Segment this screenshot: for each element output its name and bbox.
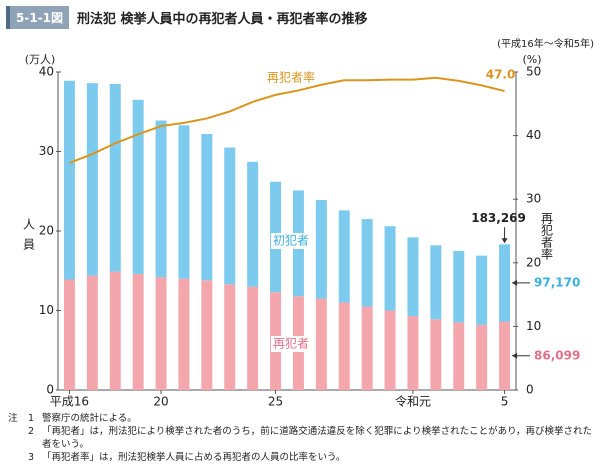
- y2-axis-label: 再犯者率: [540, 212, 554, 260]
- y2-tick-label: 20: [526, 255, 541, 269]
- chart-title: 刑法犯 検挙人員中の再犯者人員・再犯者率の推移: [77, 11, 368, 27]
- label-bg: [271, 233, 311, 249]
- note-nl: [8, 451, 28, 464]
- bar: [476, 324, 488, 390]
- y2-unit: (%): [522, 53, 541, 66]
- value-label: 86,099: [534, 348, 580, 362]
- note-nl: [8, 425, 28, 451]
- bar: [338, 210, 350, 303]
- y-tick-label: 40: [39, 65, 54, 79]
- figure-number: 5-1-1図: [6, 5, 70, 29]
- x-tick-label: 平成16: [50, 395, 89, 409]
- bar: [476, 255, 488, 325]
- x-tick-label: 25: [268, 395, 283, 409]
- note: 注 1 警察庁の統計による。: [8, 412, 594, 425]
- bar: [430, 245, 442, 320]
- bar: [361, 306, 373, 390]
- header: 5-1-1図 刑法犯 検挙人員中の再犯者人員・再犯者率の推移: [6, 5, 594, 29]
- bar: [155, 120, 167, 278]
- bar: [178, 125, 190, 279]
- bar: [407, 316, 419, 390]
- note-nt: 「再犯者率」は，刑法犯検挙人員に占める再犯者の人員の比率をいう。: [42, 452, 346, 463]
- bar: [247, 161, 259, 287]
- note-nn: 3: [28, 452, 35, 463]
- bar: [224, 147, 236, 285]
- arrow-head: [512, 279, 518, 286]
- note: 2 「再犯者」は，刑法犯により検挙された者のうち，前に道路交通法違反を除く犯罪によ…: [8, 425, 594, 451]
- bar: [384, 310, 396, 390]
- bar: [453, 250, 465, 323]
- note-nn: 2: [28, 426, 35, 437]
- bar: [86, 275, 98, 390]
- y-axis-label: 人員: [22, 218, 36, 258]
- rate-line: [69, 76, 505, 164]
- y-unit: (万人): [25, 53, 56, 66]
- y2-tick-label: 40: [526, 128, 541, 142]
- bar: [224, 284, 236, 390]
- y-tick-label: 30: [39, 144, 54, 158]
- chart: (平成16年～令和5年) (万人) (%) 人員 再犯者率 0 10 20 30 40 0 10 20 3…: [22, 37, 595, 409]
- bar: [178, 278, 190, 390]
- x-tick-label: 5: [501, 395, 509, 409]
- total-label: 183,269: [471, 211, 526, 225]
- y2-tick-label: 0: [526, 383, 534, 397]
- y2-tick-label: 10: [526, 319, 541, 333]
- bar: [109, 83, 121, 272]
- value-label: 47.0: [486, 68, 516, 82]
- value-label: 97,170: [534, 275, 580, 289]
- bar: [384, 226, 396, 311]
- bar: [338, 302, 350, 390]
- bar: [132, 273, 144, 390]
- arrow-head: [512, 352, 518, 359]
- bar: [132, 99, 144, 274]
- note-nn: 1: [28, 413, 35, 424]
- y2-tick-label: 30: [526, 192, 541, 206]
- x-tick-label: 20: [153, 395, 168, 409]
- y-tick-label: 20: [39, 224, 54, 238]
- bar: [155, 277, 167, 390]
- note: 3 「再犯者率」は，刑法犯検挙人員に占める再犯者の人員の比率をいう。: [8, 451, 594, 464]
- arrow-head: [501, 238, 508, 244]
- y-tick-label: 0: [46, 383, 54, 397]
- series-label: 初犯者: [273, 234, 309, 248]
- series-label: 再犯者率: [267, 70, 315, 85]
- bar: [407, 237, 419, 317]
- bar: [453, 322, 465, 390]
- bar: [201, 280, 213, 390]
- y2-tick-label: 50: [526, 65, 541, 79]
- bar: [499, 321, 511, 390]
- bar: [86, 83, 98, 276]
- series-label: 再犯者: [273, 337, 309, 351]
- bar: [63, 80, 75, 280]
- y-tick-label: 10: [39, 303, 54, 317]
- bar: [361, 219, 373, 307]
- bar: [247, 286, 259, 390]
- bar: [430, 319, 442, 390]
- x-tick-label: 令和元: [395, 394, 431, 409]
- label-bg: [271, 336, 311, 352]
- note-nl: 注: [8, 413, 18, 424]
- bar: [109, 271, 121, 390]
- note-nt: 「再犯者」は，刑法犯により検挙された者のうち，前に道路交通法違反を除く犯罪により…: [42, 426, 592, 450]
- bar: [315, 199, 327, 299]
- notes: 注 1 警察庁の統計による。 2 「再犯者」は，刑法犯により検挙された者のうち，前に道路…: [8, 412, 594, 464]
- note-nt: 警察庁の統計による。: [42, 413, 137, 424]
- bar: [63, 279, 75, 390]
- bar: [499, 244, 511, 322]
- period: (平成16年～令和5年): [497, 37, 594, 50]
- bar: [315, 298, 327, 390]
- bar: [201, 134, 213, 281]
